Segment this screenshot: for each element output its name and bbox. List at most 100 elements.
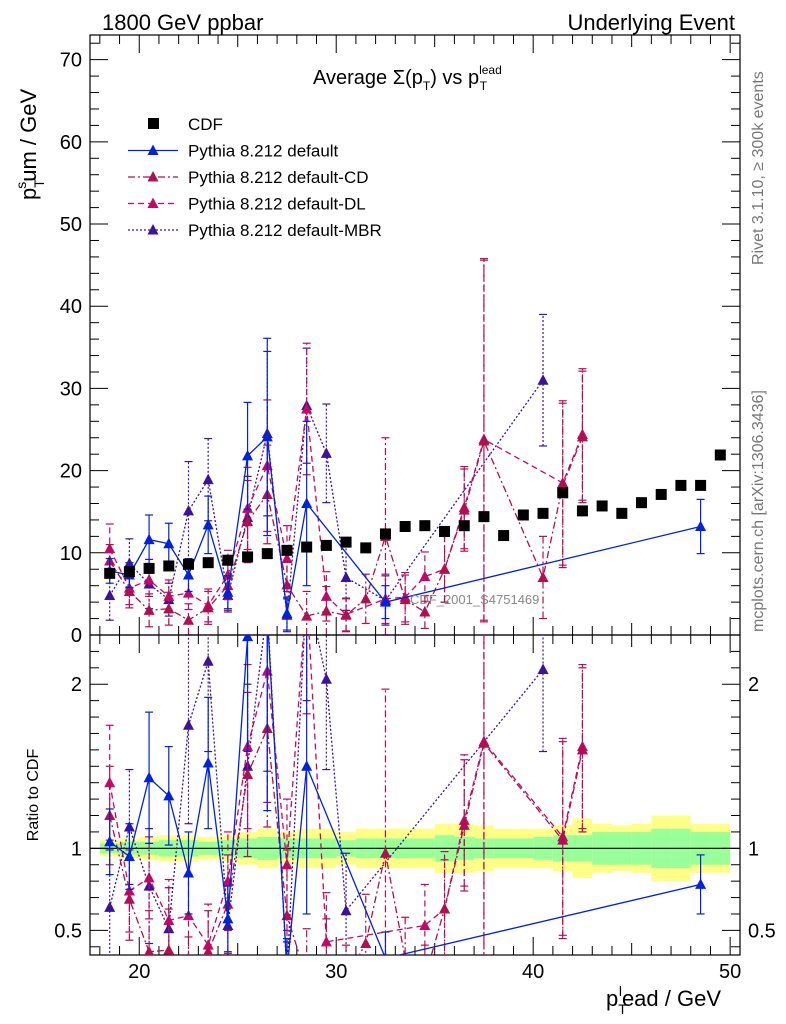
y-tick-label: 40 xyxy=(60,296,82,318)
point-default xyxy=(261,430,273,442)
legend-marker-cdf xyxy=(148,118,159,129)
ratio-point-default xyxy=(242,635,254,642)
point-cdf xyxy=(143,562,155,574)
point-cdf xyxy=(261,548,273,560)
ratio-point-dl xyxy=(182,909,194,921)
x-tick-label: 30 xyxy=(325,961,347,983)
point-cd xyxy=(143,604,155,615)
x-tick-label: 40 xyxy=(522,961,544,983)
point-cdf xyxy=(281,544,293,556)
ratio-y-tick-label: 0.5 xyxy=(54,920,82,942)
y-axis-label-main: pTsum / GeV xyxy=(13,89,47,200)
point-mbr xyxy=(182,504,194,516)
ratio-point-mbr xyxy=(104,901,116,912)
point-default xyxy=(222,586,234,597)
point-mbr xyxy=(320,447,332,458)
point-cdf xyxy=(301,541,313,553)
point-dl xyxy=(182,587,194,598)
point-cd xyxy=(557,479,569,490)
point-cdf xyxy=(596,500,608,512)
point-cd xyxy=(458,504,470,515)
point-default xyxy=(301,497,313,508)
ratio-point-default xyxy=(163,789,175,801)
main-series-layer xyxy=(104,257,726,636)
y-axis-label-ratio: Ratio to CDF xyxy=(25,749,42,842)
point-dl xyxy=(281,552,293,564)
ratio-point-cd xyxy=(576,743,588,755)
point-cdf xyxy=(163,560,175,572)
point-cdf xyxy=(439,525,451,537)
y-tick-label: 0 xyxy=(71,625,82,647)
point-default xyxy=(695,520,707,532)
point-cdf xyxy=(340,536,352,548)
point-dl xyxy=(163,590,175,601)
ratio-point-cd xyxy=(183,972,194,983)
point-cdf xyxy=(202,557,214,569)
point-cdf xyxy=(419,520,431,532)
main-axis-ticks: 0 10 20 30 40 50 60 70 xyxy=(60,35,740,647)
point-default xyxy=(242,449,254,461)
point-dl xyxy=(301,402,313,414)
plot-title: Average Σ(pT) vs plead T xyxy=(313,63,502,93)
point-cd xyxy=(537,571,549,582)
point-cd xyxy=(202,601,214,613)
legend-marker-dl xyxy=(147,197,159,208)
point-dl xyxy=(419,570,431,582)
point-cd xyxy=(478,435,490,446)
legend-label: CDF xyxy=(188,115,223,134)
legend-marker-mbr xyxy=(147,224,159,235)
point-cd xyxy=(399,593,411,605)
point-cdf xyxy=(537,507,549,519)
ratio-point-cd xyxy=(557,834,569,845)
point-cdf xyxy=(655,488,667,500)
ratio-point-mbr xyxy=(340,904,352,916)
header-left: 1800 GeV ppbar xyxy=(102,10,263,35)
legend-label: Pythia 8.212 default-MBR xyxy=(188,221,382,240)
point-cdf xyxy=(576,505,588,517)
ratio-axis-ticks: 0.5 0.5 1 1 2 2 20 30 40 50 xyxy=(54,635,776,983)
ratio-y-tick-label: 2 xyxy=(71,674,82,696)
point-cd xyxy=(163,602,175,614)
series-cdf xyxy=(104,449,726,579)
ratio-line-dl xyxy=(109,635,584,947)
point-cd xyxy=(242,515,254,527)
point-cd xyxy=(340,609,352,620)
ratio-point-default xyxy=(143,771,155,783)
mcplots-credit-label: mcplots.cern.ch [arXiv:1306.3436] xyxy=(750,390,767,632)
point-default xyxy=(379,596,391,607)
y-tick-label: 50 xyxy=(60,214,82,236)
point-cdf xyxy=(458,520,470,532)
point-default xyxy=(163,537,175,549)
ratio-line-cd xyxy=(109,725,584,955)
ratio-point-dl xyxy=(281,858,293,870)
ratio-point-mbr xyxy=(537,663,549,674)
point-default xyxy=(202,518,214,530)
point-cdf xyxy=(222,554,234,566)
ratio-point-cd xyxy=(439,903,451,914)
point-dl xyxy=(320,590,332,601)
legend: CDF Pythia 8.212 default Pythia 8.212 defa… xyxy=(128,115,382,240)
point-dl xyxy=(143,573,155,585)
ratio-plot-panel: 0.5 0.5 1 1 2 2 20 30 40 50 Ratio to CDF xyxy=(25,634,776,983)
y-tick-label: 30 xyxy=(60,378,82,400)
point-cd xyxy=(301,610,313,621)
legend-label: Pythia 8.212 default xyxy=(188,142,339,161)
point-cdf xyxy=(182,558,194,570)
ratio-point-cd xyxy=(242,768,254,779)
ratio-point-default xyxy=(182,866,194,878)
point-cdf xyxy=(517,509,529,521)
point-cdf xyxy=(557,487,569,499)
y-tick-label: 10 xyxy=(60,543,82,565)
ratio-point-default xyxy=(104,835,116,847)
point-cd xyxy=(439,563,451,574)
ratio-point-default xyxy=(301,760,313,771)
ratio-point-default xyxy=(384,952,387,955)
ratio-point-default xyxy=(281,965,292,976)
point-mbr xyxy=(340,571,352,582)
plot-title-text: Average Σ(pT) vs plead T xyxy=(313,63,502,93)
ratio-point-mbr xyxy=(281,969,292,980)
main-plot-panel: 0 10 20 30 40 50 60 70 CDF_2001_S4751469 Averag… xyxy=(13,34,741,647)
point-default xyxy=(281,607,293,619)
ratio-point-default xyxy=(222,912,234,924)
